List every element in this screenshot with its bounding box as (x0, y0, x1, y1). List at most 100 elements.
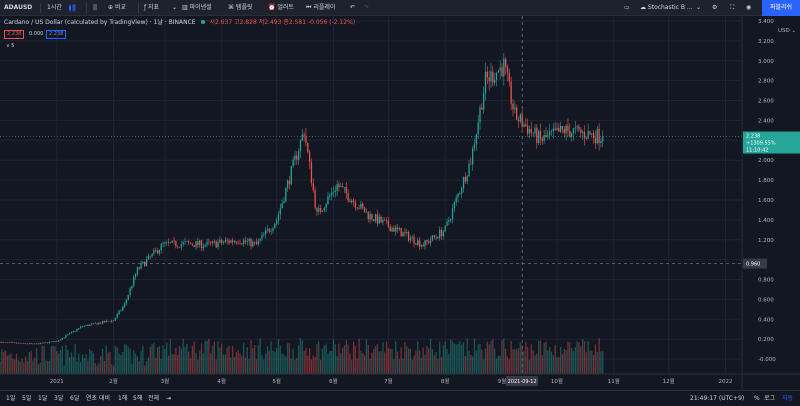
log-toggle[interactable]: 로그 (764, 395, 776, 402)
volume-bar (329, 351, 331, 374)
range-all[interactable]: 전체 (148, 395, 160, 402)
templates-button[interactable]: ⌘ 템플릿 (228, 4, 253, 11)
interval-selector[interactable]: 1시간 (47, 4, 62, 11)
candle-body (442, 231, 445, 237)
x-tick-label: 2022 (719, 379, 733, 385)
sell-button[interactable]: 2.238 (4, 30, 25, 39)
divider (138, 3, 139, 13)
camera-icon[interactable]: ◉ (746, 4, 752, 11)
indicators-button[interactable]: ƒ 지표 (144, 4, 160, 11)
volume-bar (178, 346, 181, 374)
candle-body (39, 342, 41, 345)
redo-icon[interactable]: ↷ (364, 4, 370, 11)
auto-toggle[interactable]: 자동 (782, 395, 794, 402)
candle-body (527, 126, 529, 134)
candle-body (583, 131, 586, 139)
undo-icon[interactable]: ↶ (350, 4, 356, 11)
volume-bar (259, 338, 261, 374)
financials-button[interactable]: ▥ 파이낸셜 (182, 4, 212, 11)
volume-bar (462, 342, 465, 374)
range-5y[interactable]: 5해 (133, 395, 143, 402)
volume-bar (327, 353, 329, 374)
volume-bar (149, 346, 151, 374)
volume-bar (367, 344, 369, 374)
candle-body (219, 239, 221, 243)
volume-bar (338, 343, 340, 374)
volume-legend-toggle[interactable]: ∨ 5 (6, 43, 15, 49)
volume-bar (411, 359, 413, 374)
x-tick-label: 4월 (217, 377, 226, 385)
candle-body (195, 241, 197, 248)
range-6m[interactable]: 6달 (70, 395, 80, 402)
divider (40, 3, 41, 13)
volume-bar (90, 351, 93, 374)
volume-bar (345, 339, 347, 374)
compare-button[interactable]: ⊕ 비교 (108, 4, 126, 11)
volume-bar (594, 344, 597, 374)
candle-body (215, 241, 217, 248)
candle-body (376, 214, 379, 224)
range-5d[interactable]: 5일 (22, 395, 32, 402)
candle-body (512, 103, 514, 110)
clock-label[interactable]: 21:49:17 (UTC+9) (690, 395, 745, 402)
volume-bar (574, 347, 576, 374)
volume-bar (426, 346, 428, 374)
volume-bar (527, 346, 529, 374)
date-range-icon[interactable]: ⇥ (166, 395, 172, 402)
volume-bar (330, 351, 333, 374)
volume-bar (589, 350, 591, 374)
volume-bar (254, 344, 256, 374)
publish-button[interactable]: 퍼블리쉬 (762, 0, 800, 16)
settings-gear-icon[interactable]: ⚙ (712, 4, 718, 11)
candle-body (439, 229, 441, 239)
candle-style-icon[interactable] (68, 0, 76, 16)
volume-bar (8, 354, 10, 374)
volume-bar (373, 348, 375, 374)
x-tick-label: 10월 (551, 377, 563, 385)
price-chart[interactable]: 0.960 2021-09-12 -0.000 0.200 0.400 0.600 0.8… (0, 16, 800, 390)
volume-bar (583, 340, 586, 374)
range-1y[interactable]: 1해 (118, 395, 128, 402)
volume-bar (472, 356, 474, 374)
candle-body (411, 236, 413, 238)
fullscreen-icon[interactable]: ⛶ (730, 4, 735, 11)
candle-body (561, 126, 564, 129)
symbol-title[interactable]: Cardano / US Dollar (calculated by Tradi… (4, 19, 196, 26)
symbol-search[interactable]: ADAUSD (4, 4, 33, 11)
range-1m[interactable]: 1달 (38, 395, 48, 402)
indicator-template-button[interactable]: ☁ Stochastic B ... (640, 4, 693, 11)
x-tick-label: 12월 (663, 377, 675, 385)
range-3m[interactable]: 3달 (54, 395, 64, 402)
candle-body (422, 245, 424, 247)
volume-bar (206, 340, 208, 374)
percent-toggle[interactable]: % (754, 395, 760, 402)
candle-body (127, 295, 129, 300)
replay-button[interactable]: ⏮ 리플레이 (306, 4, 336, 11)
volume-bar (188, 351, 190, 374)
volume-bar (528, 359, 531, 374)
volume-bar (103, 360, 106, 374)
candle-body (580, 129, 582, 133)
dropdown-icon[interactable]: ⌄ (696, 4, 702, 11)
range-ytd[interactable]: 연초 대비 (86, 395, 110, 402)
alert-button[interactable]: ⏰ 얼러트 (268, 4, 294, 11)
volume-bar (156, 347, 159, 374)
candle-body (400, 228, 402, 237)
market-status-icon (200, 20, 205, 24)
candle-body (265, 230, 267, 235)
volume-bar (109, 351, 111, 374)
volume-bar (219, 347, 221, 374)
volume-bar (204, 340, 206, 374)
candle-body (191, 244, 194, 246)
volume-bar (492, 339, 494, 374)
indicators-dropdown-icon[interactable]: ⌄ (172, 4, 178, 11)
range-1d[interactable]: 1일 (6, 395, 16, 402)
candle-body (352, 200, 355, 202)
volume-bar (233, 357, 236, 374)
candle-body (330, 192, 333, 196)
buy-button[interactable]: 2.238 (46, 30, 67, 39)
candle-body (74, 331, 76, 332)
candle-body (169, 242, 172, 244)
layout-icon[interactable]: ▭ (624, 4, 630, 11)
bar-style-icon[interactable]: || (93, 4, 98, 11)
